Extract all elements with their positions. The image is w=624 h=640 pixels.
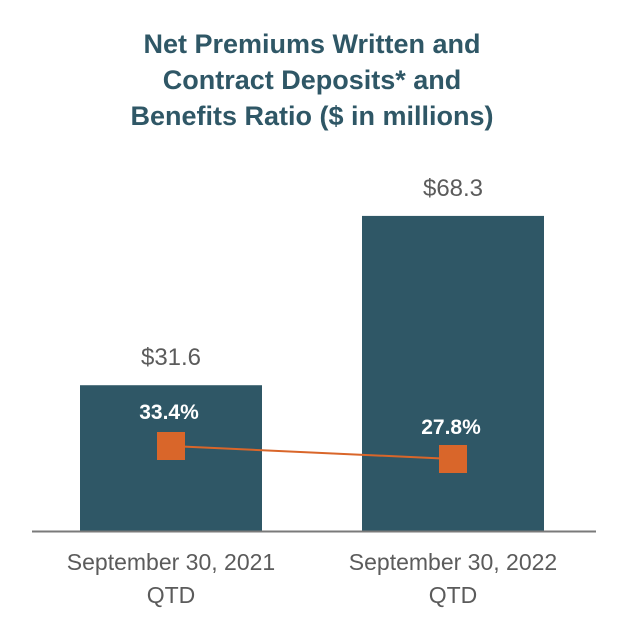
ratio-marker-2 <box>439 445 467 473</box>
ratio-value-label-1: 33.4% <box>139 401 199 424</box>
ratio-value-label-2: 27.8% <box>421 416 481 439</box>
chart-title-line-1: Net Premiums Written and <box>143 29 481 59</box>
chart-title: Net Premiums Written and Contract Deposi… <box>0 26 624 134</box>
category-label-1-line-2: QTD <box>147 582 196 608</box>
category-label-2-line-2: QTD <box>429 582 478 608</box>
category-label-2-line-1: September 30, 2022 <box>349 549 557 575</box>
bar-2 <box>362 215 544 531</box>
ratio-line <box>170 445 454 460</box>
chart-title-line-2: Contract Deposits* and <box>162 65 462 95</box>
category-label-1-line-1: September 30, 2021 <box>67 549 275 575</box>
bar-value-label-2: $68.3 <box>423 175 483 202</box>
chart-title-line-3: Benefits Ratio ($ in millions) <box>130 101 494 131</box>
bar-value-label-1: $31.6 <box>141 344 201 371</box>
ratio-marker-1 <box>157 432 185 460</box>
